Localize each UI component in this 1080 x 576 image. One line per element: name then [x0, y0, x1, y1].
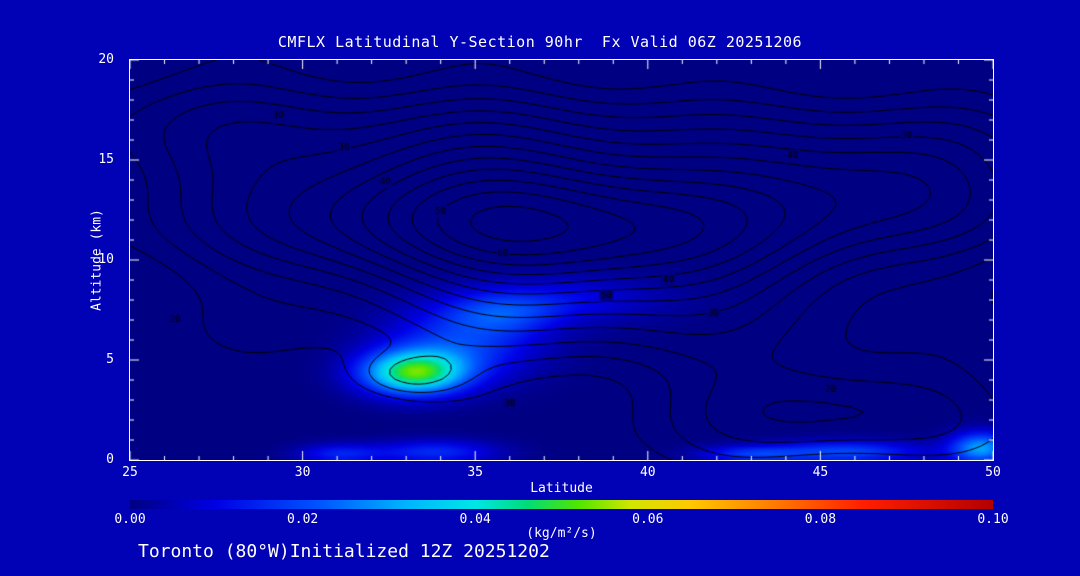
- colorbar-units-label: (kg/m²/s): [526, 526, 597, 541]
- colorbar-tick-label: 0.08: [804, 512, 837, 527]
- x-tick-label: 35: [467, 465, 484, 480]
- plot-title: CMFLX Latitudinal Y-Section 90hr Fx Vali…: [277, 33, 803, 51]
- x-axis-label: Latitude: [530, 481, 593, 496]
- x-tick-label: 50: [985, 465, 1001, 480]
- y-tick-label: 20: [98, 52, 114, 67]
- y-tick-label: 10: [98, 252, 114, 267]
- colorbar-gradient: [130, 500, 993, 509]
- plot-canvas: [130, 60, 993, 460]
- x-tick-label: 30: [294, 465, 311, 480]
- y-tick-label: 5: [106, 352, 114, 367]
- x-tick-label: 45: [812, 465, 829, 480]
- colorbar-tick-labels: 0.00 0.02 0.04 0.06 0.08 0.10: [114, 512, 1008, 528]
- x-tick-labels: 25 30 35 40 45 50: [122, 465, 1001, 481]
- colorbar-tick-label: 0.06: [632, 512, 664, 527]
- colorbar-tick-label: 0.04: [459, 512, 491, 527]
- y-tick-labels: 0 5 10 15 20: [88, 52, 122, 467]
- colorbar-tick-label: 0.10: [977, 512, 1009, 527]
- y-tick-label: 15: [98, 152, 114, 167]
- colorbar-tick-label: 0.00: [114, 512, 146, 527]
- x-tick-label: 25: [122, 465, 138, 480]
- footer-annotation: Toronto (80°W)Initialized 12Z 20251202: [138, 541, 550, 562]
- colorbar-tick-label: 0.02: [286, 512, 319, 527]
- plot-area: [129, 59, 994, 461]
- x-tick-label: 40: [639, 465, 656, 480]
- y-tick-label: 0: [106, 452, 114, 467]
